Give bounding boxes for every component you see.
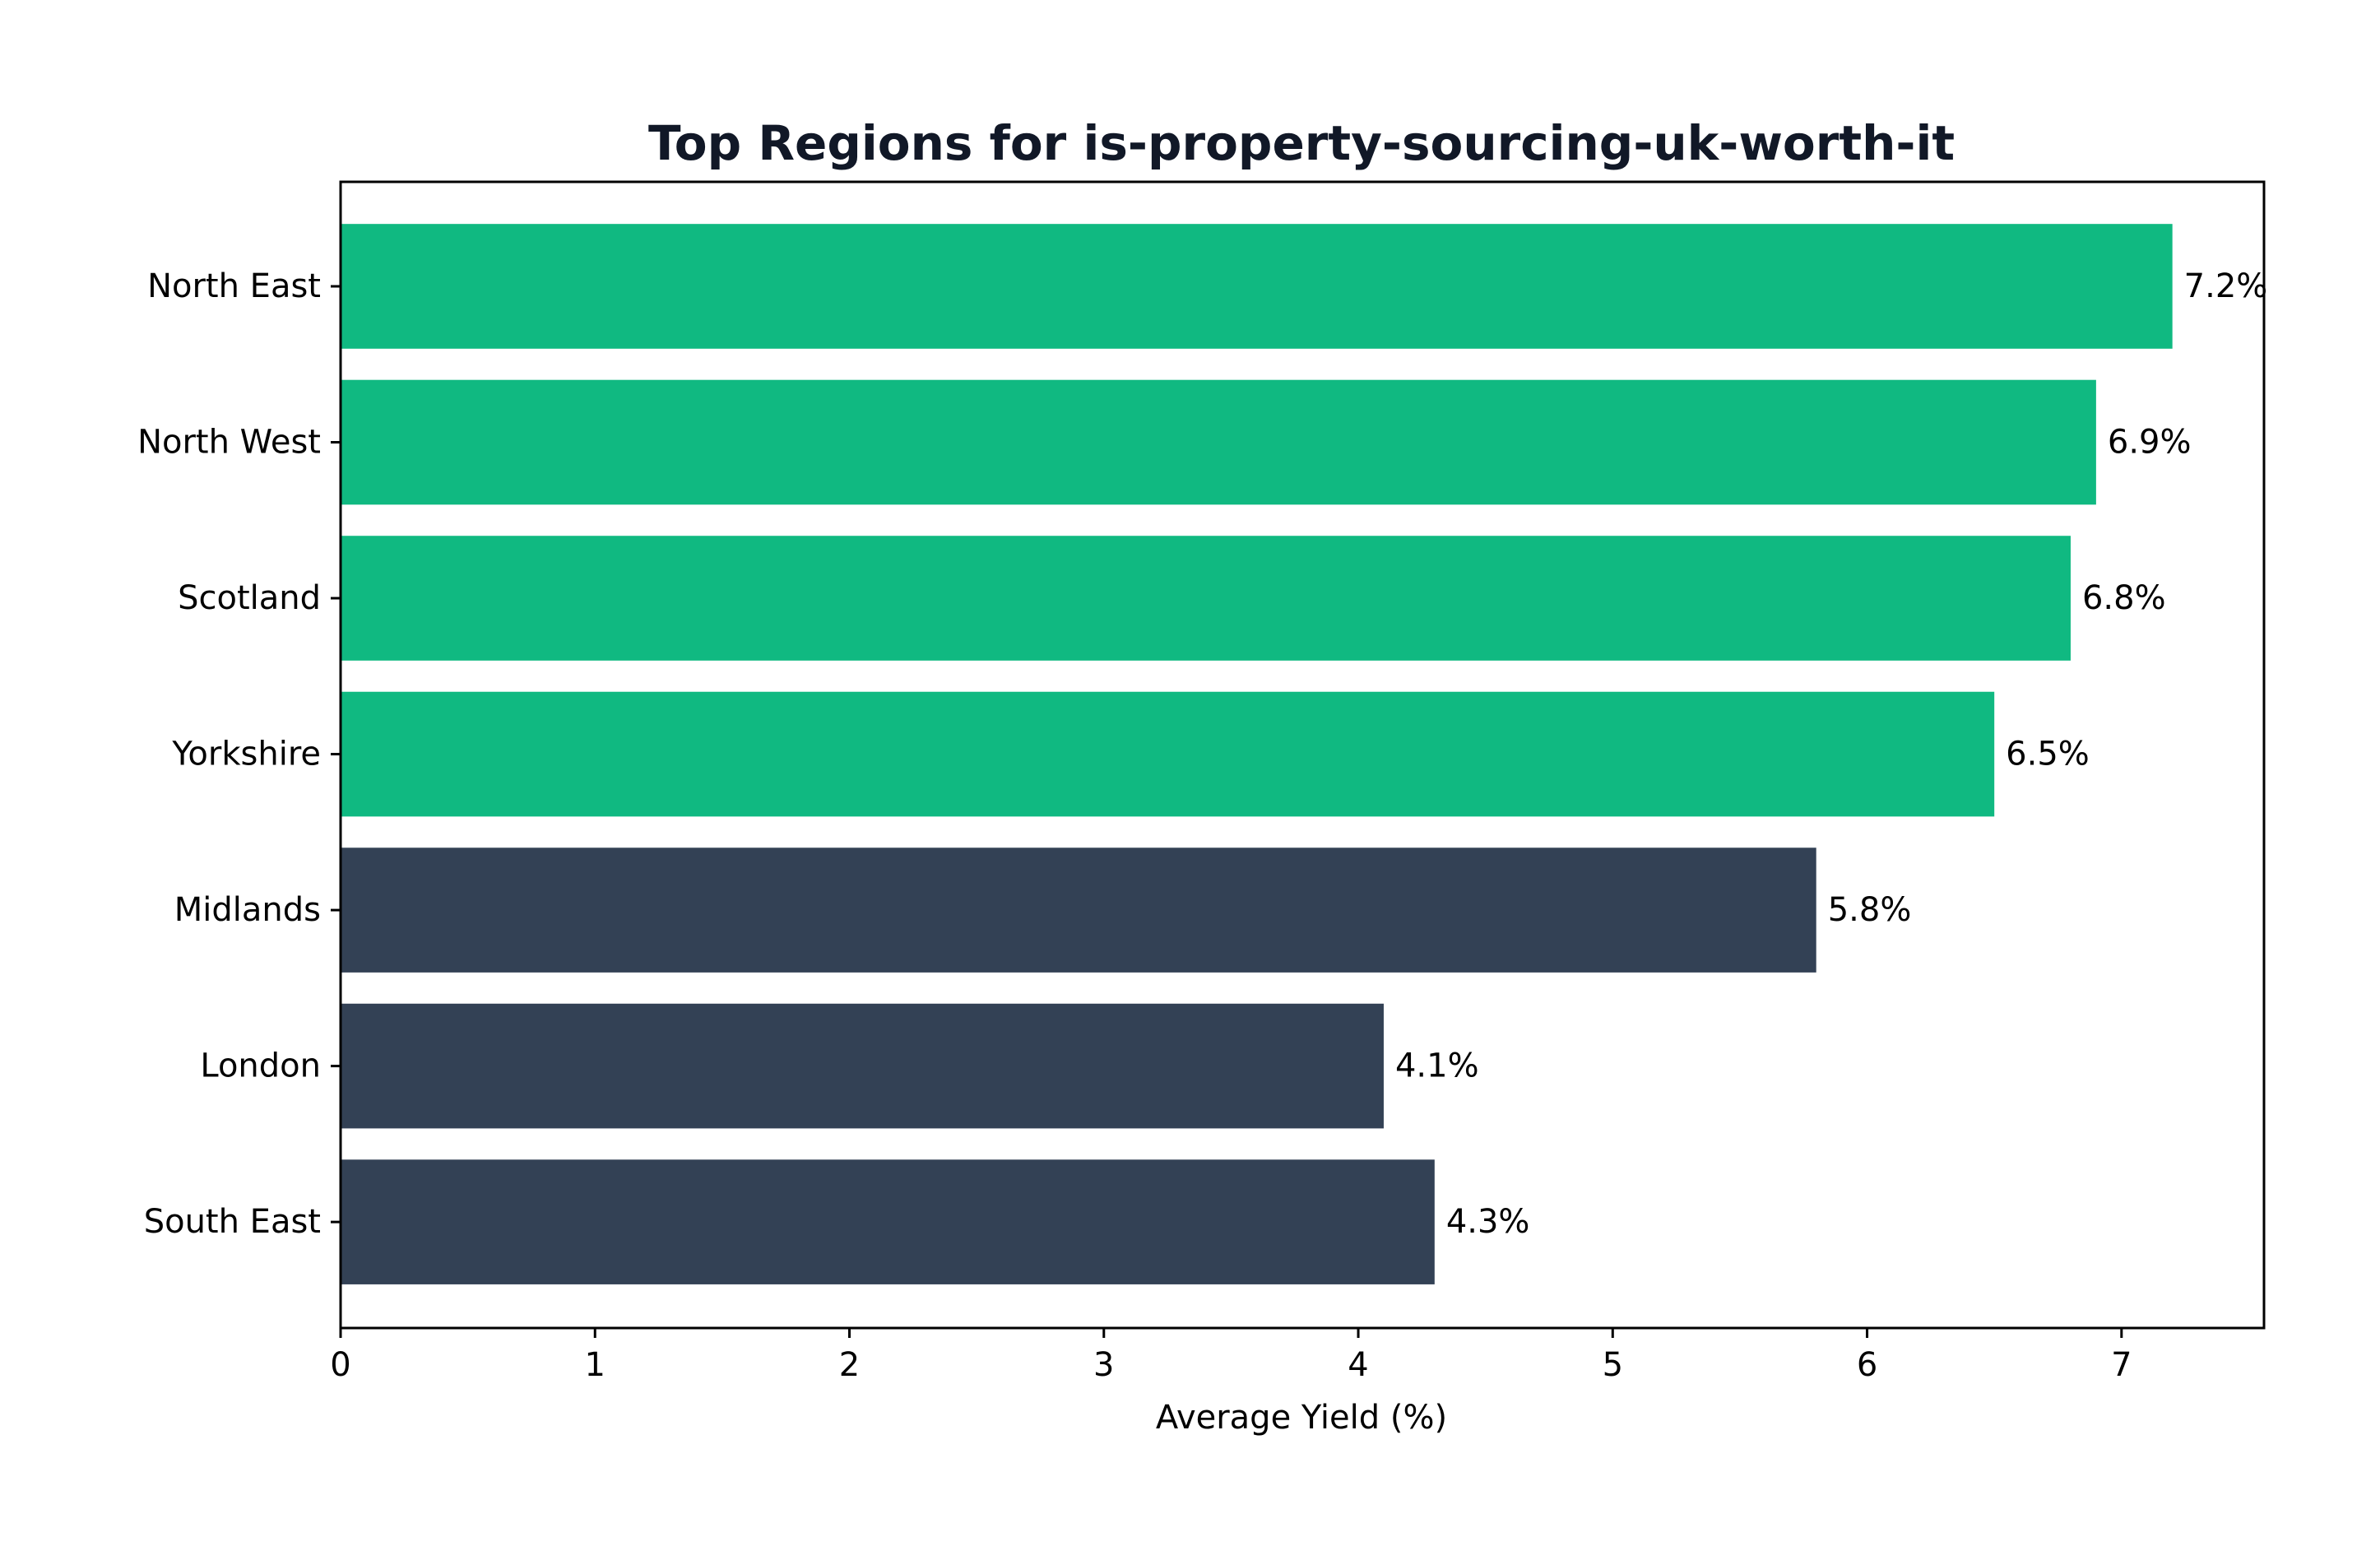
bar-yorkshire <box>341 691 1995 817</box>
bar-value-label-yorkshire: 6.5% <box>2006 736 2090 773</box>
bar-value-label-london: 4.1% <box>1395 1047 1479 1085</box>
bar-north-east <box>341 224 2173 349</box>
y-tick-label-london: London <box>200 1047 321 1085</box>
x-axis-label: Average Yield (%) <box>1156 1399 1447 1437</box>
x-tick-label-2: 2 <box>839 1346 860 1384</box>
x-axis: 0 1 2 3 4 5 6 7 <box>330 1328 2132 1384</box>
bar-value-label-south-east: 4.3% <box>1446 1203 1530 1241</box>
bar-north-west <box>341 379 2096 505</box>
bar-london <box>341 1003 1384 1129</box>
y-tick-label-scotland: Scotland <box>178 579 321 617</box>
bar-scotland <box>341 536 2071 661</box>
bar-value-label-scotland: 6.8% <box>2082 579 2166 617</box>
bar-value-label-north-west: 6.9% <box>2108 424 2192 462</box>
x-tick-label-4: 4 <box>1348 1346 1368 1384</box>
x-tick-label-0: 0 <box>330 1346 350 1384</box>
chart-title: Top Regions for is-property-sourcing-uk-… <box>648 115 1955 171</box>
bar-value-label-north-east: 7.2% <box>2184 267 2268 305</box>
x-tick-label-7: 7 <box>2111 1346 2132 1384</box>
y-tick-label-midlands: Midlands <box>174 891 321 929</box>
y-tick-label-north-east: North East <box>147 267 321 305</box>
bar-midlands <box>341 847 1816 973</box>
bars-layer <box>341 224 2173 1284</box>
bar-labels-layer: 7.2% 6.9% 6.8% 6.5% 5.8% 4.1% 4.3% <box>1395 267 2267 1241</box>
y-axis: North East North West Scotland Yorkshire Mid… <box>137 267 341 1241</box>
y-tick-label-yorkshire: Yorkshire <box>171 736 321 773</box>
y-tick-label-south-east: South East <box>144 1203 321 1241</box>
x-tick-label-5: 5 <box>1603 1346 1623 1384</box>
x-tick-label-1: 1 <box>585 1346 605 1384</box>
x-tick-label-6: 6 <box>1857 1346 1877 1384</box>
y-tick-label-north-west: North West <box>137 424 321 462</box>
x-tick-label-3: 3 <box>1093 1346 1114 1384</box>
bar-south-east <box>341 1159 1435 1284</box>
bar-value-label-midlands: 5.8% <box>1828 891 1912 929</box>
